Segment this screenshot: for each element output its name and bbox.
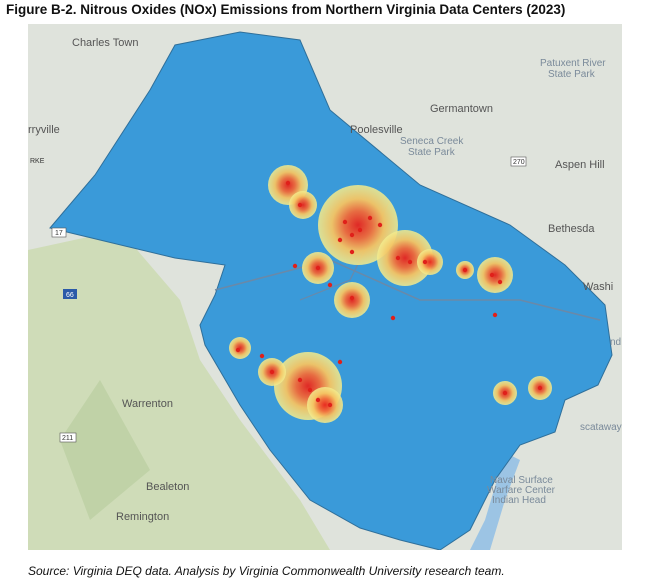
site-dot <box>292 263 298 269</box>
heat-spot <box>377 230 433 286</box>
place-label: Patuxent River <box>540 58 606 69</box>
site-dot <box>349 232 355 238</box>
heat-spot <box>417 249 443 275</box>
boundary <box>214 259 601 321</box>
road-shield <box>63 289 77 299</box>
place-label: nd <box>610 337 621 348</box>
site-dot <box>337 359 343 365</box>
heat-layer <box>229 165 552 423</box>
place-label: Warrenton <box>122 398 173 410</box>
site-dot <box>315 397 321 403</box>
figure-title: Figure B-2. Nitrous Oxides (NOx) Emissio… <box>6 2 566 17</box>
site-dot <box>235 347 241 353</box>
place-label: State Park <box>548 69 596 80</box>
site-dot <box>327 402 333 408</box>
place-label: Warfare Center <box>487 485 556 496</box>
region <box>49 31 613 550</box>
place-label: Naval Surface <box>490 475 553 486</box>
road-shield-label: 66 <box>66 292 74 299</box>
heat-spot <box>289 191 317 219</box>
site-dot <box>315 265 321 271</box>
road-shield-label: 17 <box>55 230 63 237</box>
road-shield <box>510 156 527 167</box>
site-dot <box>297 377 303 383</box>
place-label: Bealeton <box>146 481 189 493</box>
site-dot <box>327 282 333 288</box>
site-dot <box>297 202 303 208</box>
place-label: Washi <box>583 281 613 293</box>
heat-spot <box>229 337 251 359</box>
site-dot <box>337 237 343 243</box>
place-label: Seneca Creek <box>400 136 464 147</box>
terrain <box>60 380 150 520</box>
place-label: scataway <box>580 422 622 433</box>
road-shield <box>59 432 77 443</box>
site-dot <box>492 312 498 318</box>
site-dot <box>537 385 543 391</box>
site-dot <box>502 390 508 396</box>
place-label: Remington <box>116 511 169 523</box>
site-dot <box>367 215 373 221</box>
site-dot <box>349 249 355 255</box>
heat-spot <box>318 185 398 265</box>
site-dot <box>377 222 383 228</box>
site-dot <box>307 387 313 393</box>
site-dot <box>259 353 265 359</box>
source-note: Source: Virginia DEQ data. Analysis by V… <box>28 564 505 578</box>
place-label: RKE <box>30 158 45 165</box>
map: Charles Town Patuxent River State Park G… <box>28 24 622 550</box>
place-label: Germantown <box>430 103 493 115</box>
heat-spot <box>477 257 513 293</box>
place-label: State Park <box>408 147 456 158</box>
road-shield <box>51 227 67 238</box>
site-dot <box>395 255 401 261</box>
site-dot <box>462 267 468 273</box>
site-dot <box>497 279 503 285</box>
place-label: Aspen Hill <box>555 159 605 171</box>
place-label: rryville <box>28 124 60 136</box>
river <box>470 440 520 550</box>
site-dot <box>342 219 348 225</box>
road-shield-label: 211 <box>62 435 73 442</box>
place-label: Poolesville <box>350 124 403 136</box>
heat-spot <box>307 387 343 423</box>
site-dot <box>489 272 495 278</box>
site-dot <box>422 259 428 265</box>
road-shield-label: 270 <box>513 159 525 166</box>
site-dot <box>357 227 363 233</box>
site-dot <box>269 369 275 375</box>
site-dot <box>390 315 396 321</box>
place-label: Indian Head <box>492 495 546 506</box>
site-dot <box>285 180 291 186</box>
place-label: Bethesda <box>548 223 595 235</box>
site-dot <box>407 259 413 265</box>
site-dot <box>349 295 355 301</box>
place-label: Charles Town <box>72 37 138 49</box>
